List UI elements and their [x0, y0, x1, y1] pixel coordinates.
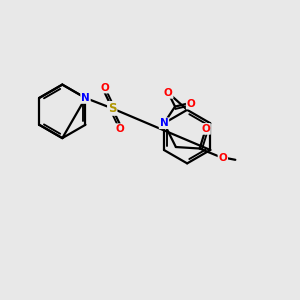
Text: O: O: [201, 124, 210, 134]
Text: N: N: [81, 93, 90, 103]
Text: S: S: [108, 102, 116, 115]
Text: O: O: [187, 99, 196, 109]
Text: O: O: [164, 88, 172, 98]
Text: O: O: [100, 82, 109, 93]
Text: N: N: [160, 118, 168, 128]
Text: O: O: [115, 124, 124, 134]
Text: O: O: [218, 153, 227, 163]
